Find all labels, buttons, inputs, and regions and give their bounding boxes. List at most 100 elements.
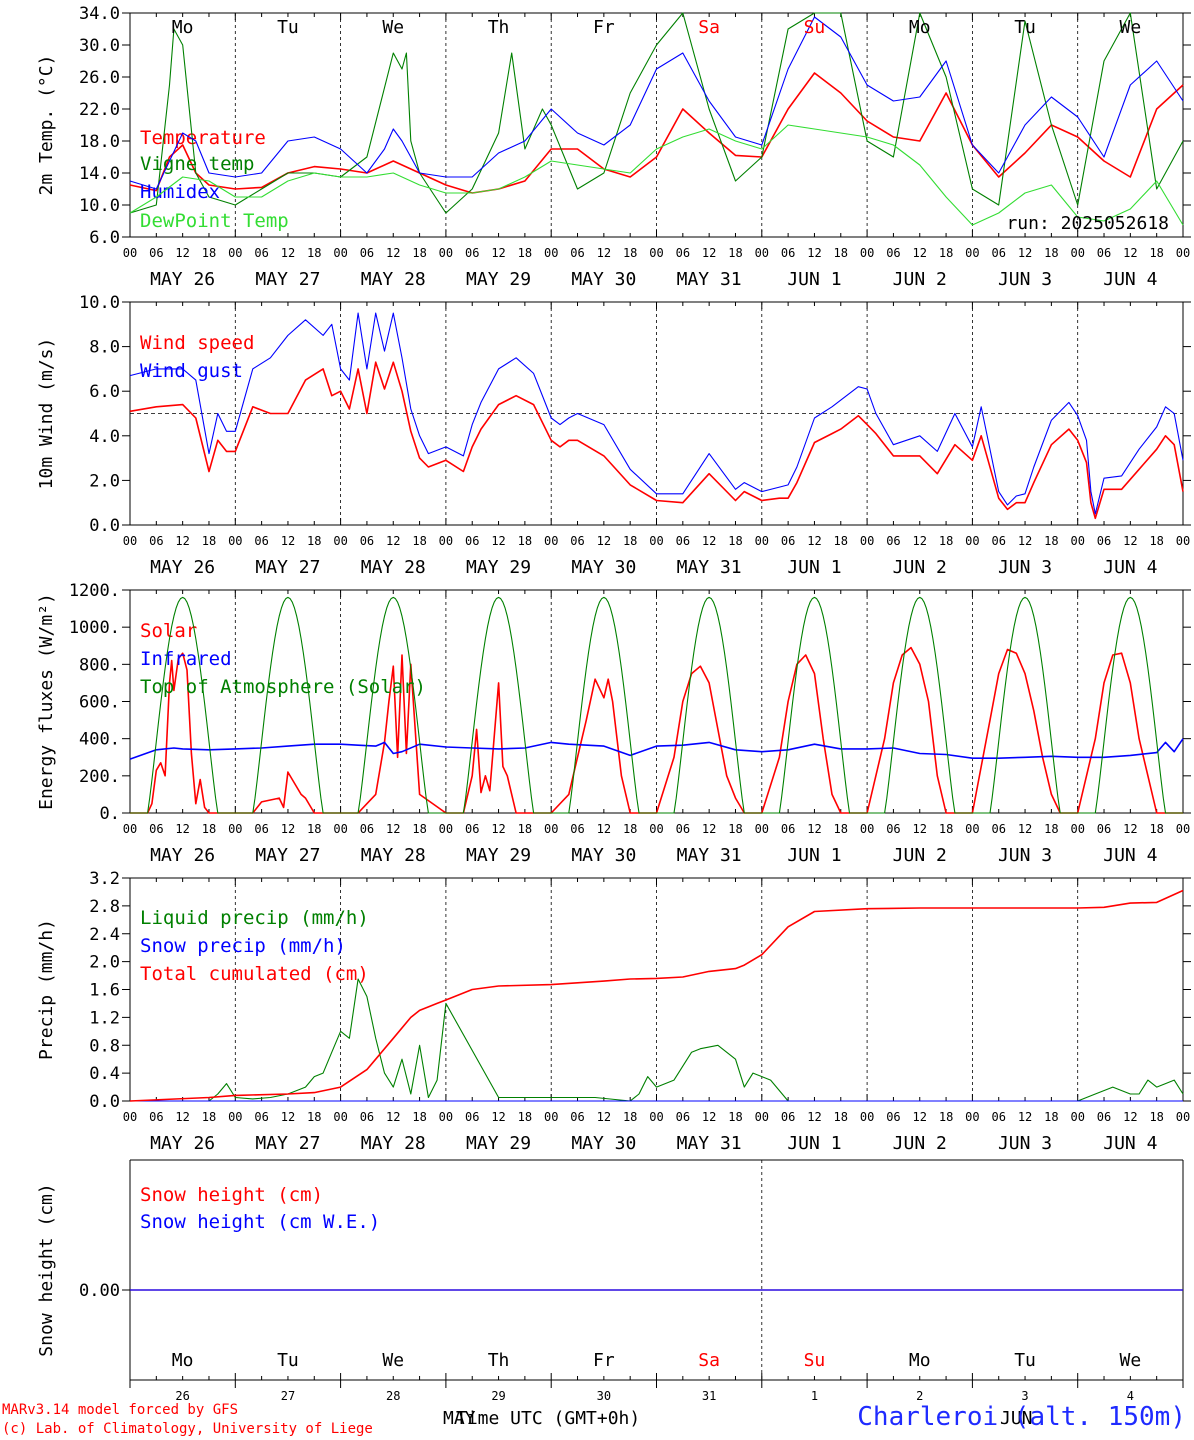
x-tick-label: 06 <box>360 822 374 836</box>
x-tick-label: 00 <box>860 246 874 260</box>
x-tick-label: 12 <box>913 1110 927 1124</box>
x-tick-label: 06 <box>781 534 795 548</box>
panel-5: 0.00 Mo 26 Tu 27 We 28 Th 29 Fr 30 Sa 31 Su 1 Mo 2 Tu 3 We 4… <box>36 1159 1184 1429</box>
x-tick-label: 06 <box>1097 822 1111 836</box>
legend-entry: Infrared <box>140 648 232 670</box>
x-tick-label: 18 <box>1149 1110 1163 1124</box>
x-tick-label: 00 <box>1176 534 1190 548</box>
x-tick-label: 12 <box>175 534 189 548</box>
legend-entry: Humidex <box>140 181 220 203</box>
x-tick-label: 00 <box>965 822 979 836</box>
x-tick-label: 00 <box>333 822 347 836</box>
legend-entry: Snow height (cm W.E.) <box>140 1211 380 1233</box>
x-tick-label: 00 <box>755 822 769 836</box>
x-tick-label: 12 <box>807 246 821 260</box>
y-tick-label: 0.0 <box>89 516 120 536</box>
y-tick-label: 1000. <box>69 618 120 638</box>
x-tick-label: 18 <box>202 822 216 836</box>
x-tick-label: 18 <box>623 534 637 548</box>
date-label: MAY 26 <box>150 269 215 290</box>
legend-entry: Solar <box>140 620 197 642</box>
x-tick-label: 18 <box>412 246 426 260</box>
x-tick-label: 00 <box>860 822 874 836</box>
x-tick-label: 12 <box>807 1110 821 1124</box>
x-tick-label: 12 <box>702 246 716 260</box>
x-tick-label: 18 <box>939 246 953 260</box>
date-label: MAY 30 <box>571 269 636 290</box>
y-axis-title: 2m Temp. (°C) <box>36 55 57 196</box>
x-tick-label: 18 <box>834 1110 848 1124</box>
date-label: MAY 26 <box>150 1133 215 1154</box>
y-tick-label: 200. <box>79 767 120 787</box>
weekday-label: Fr <box>593 17 615 38</box>
credit-line-2: (c) Lab. of Climatology, University of L… <box>2 1421 373 1437</box>
y-tick-label: 0.8 <box>89 1036 120 1056</box>
x-tick-label: 18 <box>939 534 953 548</box>
x-tick-label: 18 <box>728 822 742 836</box>
x-tick-label: 12 <box>1123 534 1137 548</box>
station-label: Charleroi (alt. 150m) <box>857 1402 1186 1432</box>
x-tick-label: 00 <box>439 534 453 548</box>
x-tick-label: 00 <box>649 246 663 260</box>
x-tick-label: 06 <box>886 822 900 836</box>
weekday-label: Mo <box>172 17 194 38</box>
x-tick-label: 00 <box>123 1110 137 1124</box>
date-label: JUN 1 <box>787 845 841 866</box>
x-tick-label: 00 <box>965 246 979 260</box>
x-tick-label: 18 <box>1044 534 1058 548</box>
x-tick-label: 12 <box>1123 1110 1137 1124</box>
y-tick-label: 2.4 <box>89 925 120 945</box>
x-tick-label: 00 <box>1070 822 1084 836</box>
x-tick-label: 06 <box>991 246 1005 260</box>
date-label: JUN 4 <box>1103 1133 1157 1154</box>
x-tick-label: 00 <box>1176 822 1190 836</box>
legend-entry: Wind gust <box>140 360 243 382</box>
x-tick-label: 06 <box>676 822 690 836</box>
x-tick-label: 18 <box>307 246 321 260</box>
series-line <box>129 124 1184 226</box>
month-label: JUN <box>1000 1408 1033 1429</box>
x-tick-label: 00 <box>1070 1110 1084 1124</box>
x-tick-label: 06 <box>465 534 479 548</box>
day-number-label: 31 <box>702 1389 716 1403</box>
x-tick-label: 00 <box>439 1110 453 1124</box>
x-tick-label: 00 <box>649 822 663 836</box>
x-tick-label: 00 <box>333 1110 347 1124</box>
x-tick-label: 12 <box>1018 1110 1032 1124</box>
y-tick-label: 8.0 <box>89 338 120 358</box>
x-tick-label: 12 <box>1018 534 1032 548</box>
date-label: JUN 3 <box>998 845 1052 866</box>
weekday-label: Mo <box>909 1350 931 1371</box>
credit-line-1: MARv3.14 model forced by GFS <box>2 1402 239 1418</box>
x-tick-label: 18 <box>202 1110 216 1124</box>
y-tick-label: 400. <box>79 730 120 750</box>
x-tick-label: 06 <box>360 246 374 260</box>
x-tick-label: 00 <box>439 246 453 260</box>
weekday-label: Mo <box>172 1350 194 1371</box>
date-label: JUN 2 <box>893 557 947 578</box>
x-tick-label: 18 <box>412 822 426 836</box>
weekday-label: Su <box>804 17 826 38</box>
x-tick-label: 18 <box>834 822 848 836</box>
x-tick-label: 00 <box>544 1110 558 1124</box>
x-tick-label: 18 <box>623 246 637 260</box>
x-tick-label: 12 <box>491 1110 505 1124</box>
legend-entry: Top of Atmosphere (Solar) <box>140 676 426 698</box>
x-tick-label: 12 <box>386 1110 400 1124</box>
weekday-label: Th <box>488 1350 510 1371</box>
x-tick-label: 12 <box>175 822 189 836</box>
x-tick-label: 18 <box>518 534 532 548</box>
legend-entry: DewPoint Temp <box>140 210 289 232</box>
y-tick-label: 0.4 <box>89 1064 120 1084</box>
x-tick-label: 18 <box>307 822 321 836</box>
x-tick-label: 06 <box>570 822 584 836</box>
date-label: MAY 28 <box>361 845 426 866</box>
x-tick-label: 12 <box>702 1110 716 1124</box>
x-tick-label: 00 <box>1176 246 1190 260</box>
panel-1: 00 06 12 18 00 06 12 18 00 06 12 18 00 06 12 18 00 06 12 18… <box>36 4 1191 290</box>
date-label: MAY 30 <box>571 845 636 866</box>
x-tick-label: 00 <box>544 246 558 260</box>
series-line <box>129 361 1184 520</box>
x-tick-label: 12 <box>386 822 400 836</box>
